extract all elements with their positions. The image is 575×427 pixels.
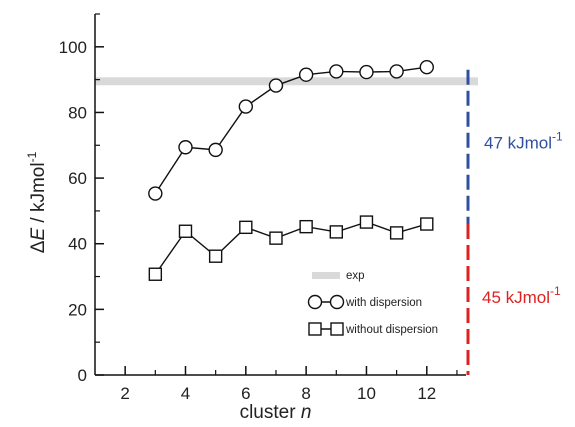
- x-tick-label: 4: [181, 384, 190, 403]
- data-point-with: [359, 64, 374, 80]
- y-axis-title-var: E: [28, 228, 49, 241]
- series-line-with-dispersion: [154, 66, 427, 194]
- y-tick-label: 20: [68, 300, 87, 319]
- x-tick-label: 12: [417, 384, 436, 403]
- legend-circle-marker: [329, 294, 345, 310]
- data-point-without: [269, 231, 283, 245]
- annotation-blue-label: 47 kJmol-1: [484, 130, 563, 153]
- data-point-with: [238, 99, 254, 114]
- data-point-without: [148, 267, 163, 281]
- data-point-without: [359, 215, 374, 229]
- legend-without-dispersion-label: without dispersion: [345, 324, 438, 336]
- data-point-without: [299, 219, 313, 234]
- data-point-without: [329, 225, 344, 239]
- annotation-blue-sup: -1: [552, 130, 563, 144]
- x-axis-title-text: cluster: [240, 402, 301, 423]
- data-point-with: [268, 78, 284, 93]
- y-tick-label: 0: [78, 366, 87, 385]
- y-axis-title-sup: -1: [25, 151, 39, 162]
- series-layer: [148, 59, 434, 281]
- data-point-with: [389, 64, 404, 79]
- ticks-layer: 2 4 6 8 10 12 0 20 40 60 80 100: [59, 13, 458, 403]
- data-point-without: [208, 249, 223, 263]
- data-point-with: [419, 59, 434, 75]
- data-point-with: [298, 67, 314, 82]
- y-axis-title-unit: / kJmol: [28, 162, 49, 227]
- y-axis-title-prefix: Δ: [28, 240, 49, 253]
- data-point-with: [148, 186, 163, 201]
- legend-exp-label: exp: [346, 270, 365, 282]
- data-point-with: [329, 64, 344, 79]
- annotation-red-value: 45 kJmol: [482, 288, 550, 307]
- data-point-without: [389, 226, 404, 240]
- legend-with-dispersion-marker: [307, 294, 345, 310]
- data-point-without: [178, 224, 193, 238]
- annotation-red-sup: -1: [550, 284, 561, 298]
- data-point-with: [208, 142, 223, 158]
- x-axis-title-var: n: [301, 402, 312, 423]
- y-tick-label: 100: [59, 38, 87, 57]
- legend-without-dispersion-marker: [308, 322, 344, 336]
- legend-exp-swatch: [312, 272, 340, 279]
- legend-square-marker: [330, 322, 344, 336]
- legend-circle-marker: [307, 294, 323, 310]
- data-point-without: [420, 217, 434, 231]
- x-tick-label: 8: [301, 384, 310, 403]
- y-axis-title: ΔE / kJmol-1: [25, 151, 49, 253]
- legend-with-dispersion-label: with dispersion: [345, 297, 422, 309]
- y-tick-label: 80: [68, 103, 87, 122]
- y-tick-label: 60: [68, 169, 87, 188]
- data-point-without: [239, 220, 253, 235]
- legend-square-marker: [308, 322, 322, 336]
- x-tick-label: 10: [357, 384, 376, 403]
- x-tick-label: 6: [241, 384, 250, 403]
- y-tick-label: 40: [68, 235, 87, 254]
- legend: exp with dispersion without dispersion: [307, 270, 438, 336]
- series-line-without-dispersion: [154, 221, 427, 275]
- x-axis-title: cluster n: [240, 402, 312, 423]
- annotation-red-label: 45 kJmol-1: [482, 284, 561, 307]
- x-tick-label: 2: [120, 384, 129, 403]
- data-point-with: [178, 140, 193, 155]
- annotation-blue-value: 47 kJmol: [484, 134, 552, 153]
